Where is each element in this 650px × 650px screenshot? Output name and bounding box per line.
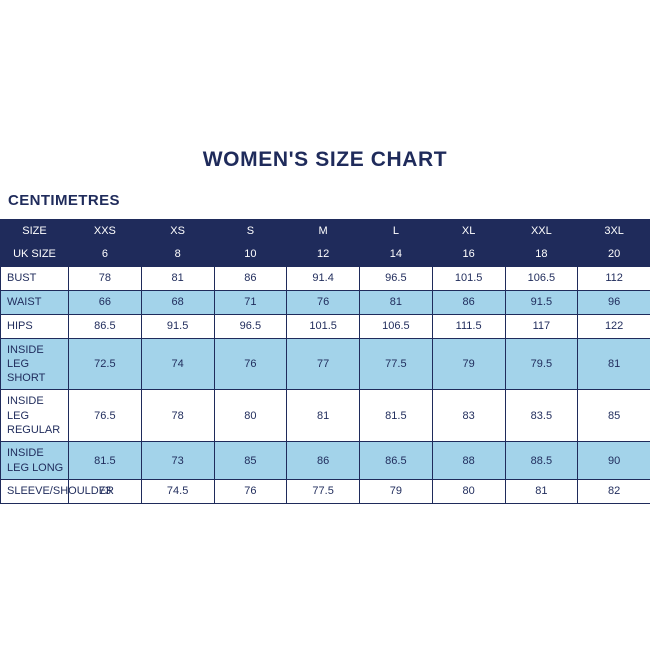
table-cell: 78 — [140, 389, 215, 443]
table-cell: 77.5 — [286, 478, 360, 504]
table-row-inside-leg-regular: INSIDE LEG REGULAR 76.5 78 80 81 81.5 83… — [0, 389, 650, 443]
table-cell: 112 — [577, 265, 650, 291]
table-cell: 85 — [577, 389, 650, 443]
row-label: SLEEVE/SHOULDER — [0, 478, 114, 504]
table-cell: 66 — [68, 289, 142, 315]
uk-size-label: UK SIZE — [0, 242, 69, 267]
table-cell: 91.5 — [504, 289, 579, 315]
row-label: INSIDE LEG SHORT — [0, 337, 69, 391]
table-cell: 81 — [286, 389, 360, 443]
table-cell: 72.5 — [68, 337, 142, 391]
uk-size-value: 8 — [140, 242, 215, 267]
table-cell: 88 — [431, 441, 506, 480]
table-cell: 86 — [213, 265, 288, 291]
uk-size-value: 16 — [431, 242, 506, 267]
table-cell: 83 — [431, 389, 506, 443]
table-cell: 77.5 — [359, 337, 433, 391]
table-cell: 80 — [213, 389, 288, 443]
table-cell: 86.5 — [359, 441, 433, 480]
table-cell: 111.5 — [431, 313, 506, 339]
row-label: WAIST — [0, 289, 69, 315]
row-label: BUST — [0, 265, 69, 291]
table-cell: 80 — [431, 478, 506, 504]
table-cell: 79 — [431, 337, 506, 391]
table-cell: 79 — [359, 478, 433, 504]
table-cell: 81 — [140, 265, 215, 291]
row-label: INSIDE LEG REGULAR — [0, 389, 69, 443]
table-cell: 81.5 — [68, 441, 142, 480]
table-cell: 81 — [577, 337, 650, 391]
column-header: L — [359, 218, 433, 244]
table-row-sleeve-shoulder: SLEEVE/SHOULDER 73 74.5 76 77.5 79 80 81… — [0, 478, 650, 504]
table-cell: 74 — [140, 337, 215, 391]
page-title: WOMEN'S SIZE CHART — [202, 148, 448, 171]
uk-size-value: 18 — [504, 242, 579, 267]
table-row-bust: BUST 78 81 86 91.4 96.5 101.5 106.5 112 — [0, 265, 650, 291]
table-cell: 106.5 — [504, 265, 579, 291]
table-row-inside-leg-short: INSIDE LEG SHORT 72.5 74 76 77 77.5 79 7… — [0, 337, 650, 391]
table-cell: 78 — [68, 265, 142, 291]
table-cell: 86.5 — [68, 313, 142, 339]
size-header-row: SIZE XXS XS S M L XL XXL 3XL — [0, 218, 650, 244]
table-row-inside-leg-long: INSIDE LEG LONG 81.5 73 85 86 86.5 88 88… — [0, 441, 650, 480]
table-cell: 91.5 — [140, 313, 215, 339]
column-header: XXS — [68, 218, 142, 244]
column-header-size: SIZE — [0, 218, 69, 244]
table-cell: 96.5 — [213, 313, 288, 339]
uk-size-header-row: UK SIZE 6 8 10 12 14 16 18 20 — [0, 242, 650, 267]
table-cell: 81.5 — [359, 389, 433, 443]
table-cell: 76 — [286, 289, 360, 315]
table-cell: 73 — [68, 478, 142, 504]
uk-size-value: 12 — [286, 242, 360, 267]
row-label: HIPS — [0, 313, 69, 339]
table-cell: 117 — [504, 313, 579, 339]
table-cell: 88.5 — [504, 441, 579, 480]
table-cell: 71 — [213, 289, 288, 315]
column-header: 3XL — [577, 218, 650, 244]
table-cell: 76.5 — [68, 389, 142, 443]
table-cell: 86 — [431, 289, 506, 315]
uk-size-value: 10 — [213, 242, 288, 267]
table-cell: 81 — [359, 289, 433, 315]
uk-size-value: 14 — [359, 242, 433, 267]
table-cell: 79.5 — [504, 337, 579, 391]
table-cell: 77 — [286, 337, 360, 391]
table-cell: 101.5 — [431, 265, 506, 291]
table-cell: 101.5 — [286, 313, 360, 339]
table-cell: 76 — [213, 337, 288, 391]
table-cell: 85 — [213, 441, 288, 480]
uk-size-value: 20 — [577, 242, 650, 267]
table-row-hips: HIPS 86.5 91.5 96.5 101.5 106.5 111.5 11… — [0, 313, 650, 339]
row-label: INSIDE LEG LONG — [0, 441, 69, 480]
size-chart-table: SIZE XXS XS S M L XL XXL 3XL UK SIZE 6 8… — [0, 218, 650, 504]
table-cell: 74.5 — [140, 478, 215, 504]
units-heading: CENTIMETRES — [8, 192, 120, 209]
table-cell: 81 — [504, 478, 579, 504]
table-cell: 96.5 — [359, 265, 433, 291]
column-header: XXL — [504, 218, 579, 244]
table-cell: 91.4 — [286, 265, 360, 291]
table-cell: 83.5 — [504, 389, 579, 443]
table-cell: 68 — [140, 289, 215, 315]
uk-size-value: 6 — [68, 242, 142, 267]
table-row-waist: WAIST 66 68 71 76 81 86 91.5 96 — [0, 289, 650, 315]
table-cell: 96 — [577, 289, 650, 315]
table-cell: 76 — [213, 478, 288, 504]
table-cell: 73 — [140, 441, 215, 480]
column-header: M — [286, 218, 360, 244]
table-cell: 90 — [577, 441, 650, 480]
table-cell: 122 — [577, 313, 650, 339]
table-cell: 86 — [286, 441, 360, 480]
column-header: XL — [431, 218, 506, 244]
table-cell: 82 — [577, 478, 650, 504]
table-cell: 106.5 — [359, 313, 433, 339]
column-header: XS — [140, 218, 215, 244]
column-header: S — [213, 218, 288, 244]
